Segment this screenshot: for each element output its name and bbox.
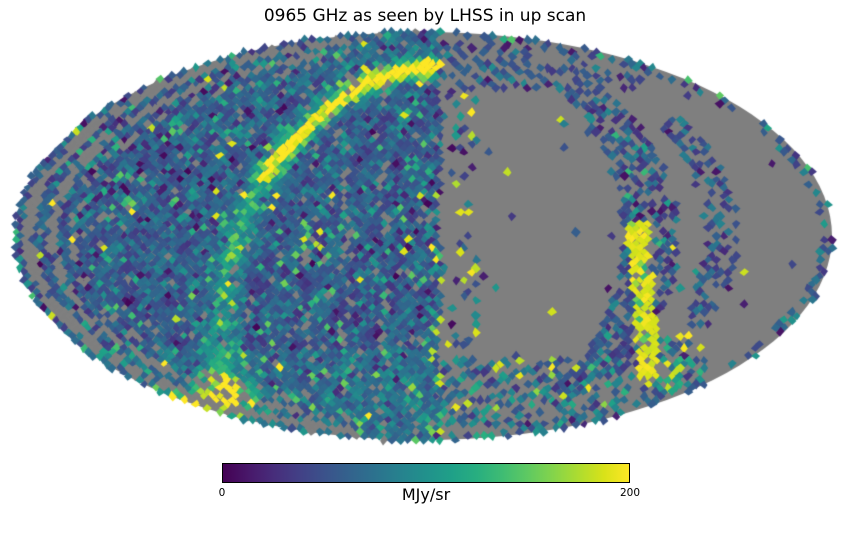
colorbar-tick-max: 200 bbox=[619, 487, 641, 499]
chart-title: 0965 GHz as seen by LHSS in up scan bbox=[263, 6, 587, 26]
colorbar-tick-min: 0 bbox=[218, 487, 226, 499]
colorbar-unit-label: MJy/sr bbox=[401, 485, 451, 504]
colorbar-gradient bbox=[222, 463, 630, 483]
